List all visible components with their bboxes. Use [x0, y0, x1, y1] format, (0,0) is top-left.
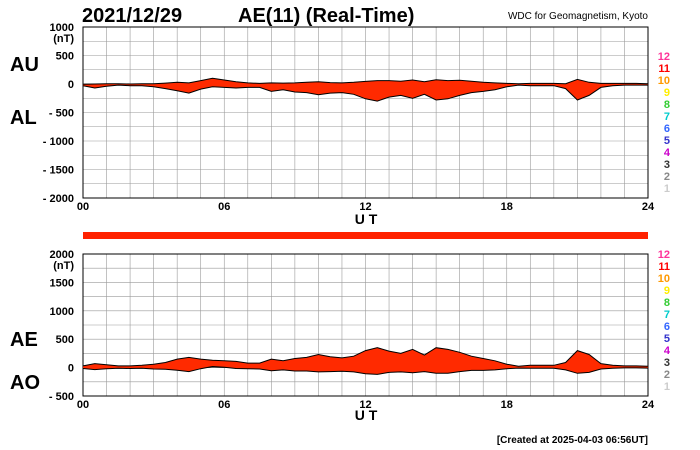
- y-tick-label: 0: [68, 363, 74, 375]
- au-al-fill-area: [83, 78, 648, 102]
- series-lines: [82, 77, 649, 102]
- y-tick-label: - 500: [49, 391, 74, 403]
- x-tick-labels: 00 06 12 18 24: [77, 201, 655, 213]
- station-count-7: 7: [664, 309, 670, 321]
- station-coverage-bar: [83, 232, 648, 239]
- plot-frame: [82, 26, 649, 199]
- y-tick-label: 500: [56, 51, 74, 63]
- x-tick-labels: 00 06 12 18 24: [77, 399, 655, 411]
- x-tick-label: 24: [642, 399, 655, 411]
- station-count-8: 8: [664, 99, 670, 111]
- station-count-5: 5: [664, 333, 670, 345]
- station-count-6: 6: [664, 123, 670, 135]
- station-count-2: 2: [664, 369, 670, 381]
- series-line-au: [82, 77, 649, 85]
- station-count-10: 10: [658, 75, 670, 87]
- y-tick-label: 500: [56, 334, 74, 346]
- x-tick-label: 24: [642, 201, 655, 213]
- series-line-ae: [82, 347, 649, 367]
- ao-label: AO: [10, 372, 40, 394]
- x-tick-label: 06: [218, 399, 230, 411]
- y-tick-labels: 2000 1500 1000 500 0 - 500: [49, 249, 74, 403]
- x-axis-label: U T: [355, 211, 378, 227]
- y-tick-label: 1000: [50, 306, 74, 318]
- station-count-7: 7: [664, 111, 670, 123]
- y-tick-label: 1500: [50, 277, 74, 289]
- x-tick-label: 00: [77, 399, 89, 411]
- created-timestamp: [Created at 2025-04-03 06:56UT]: [497, 435, 648, 446]
- grid: [82, 253, 649, 397]
- x-axis-label: U T: [355, 407, 378, 423]
- station-count-1: 1: [664, 183, 670, 195]
- station-count-6: 6: [664, 321, 670, 333]
- series-lines: [82, 347, 649, 375]
- x-tick-label: 00: [77, 201, 89, 213]
- series-line-ao: [82, 365, 649, 375]
- station-count-11: 11: [658, 63, 670, 75]
- station-count-4: 4: [664, 147, 671, 159]
- date-label: 2021/12/29: [82, 5, 182, 27]
- station-count-8: 8: [664, 297, 670, 309]
- station-count-4: 4: [664, 345, 671, 357]
- station-count-11: 11: [658, 261, 670, 273]
- unit-label: (nT): [53, 33, 74, 45]
- ae-ao-fill-area: [83, 347, 648, 375]
- x-tick-label: 18: [501, 399, 513, 411]
- range-fill: [83, 78, 648, 102]
- range-fill: [83, 347, 648, 375]
- station-count-1: 1: [664, 381, 670, 393]
- station-count-10: 10: [658, 273, 670, 285]
- station-count-9: 9: [664, 285, 670, 297]
- grid: [82, 26, 649, 199]
- y-tick-label: - 2000: [43, 193, 74, 205]
- y-tick-label: 0: [68, 79, 74, 91]
- station-count-3: 3: [664, 159, 670, 171]
- chart-title: AE(11) (Real-Time): [238, 5, 414, 27]
- station-count-12: 12: [658, 249, 670, 261]
- y-tick-label: 1000: [50, 22, 74, 34]
- source-label: WDC for Geomagnetism, Kyoto: [508, 11, 648, 22]
- y-tick-label: - 500: [49, 108, 74, 120]
- x-tick-label: 12: [359, 399, 371, 411]
- station-count-12: 12: [658, 51, 670, 63]
- series-line-al: [82, 84, 648, 102]
- y-tick-labels: 1000 500 0 - 500 - 1000 - 1500 - 2000: [43, 22, 74, 205]
- coverage-segment: [83, 232, 648, 239]
- plot-frame: [82, 253, 649, 397]
- y-tick-label: - 1000: [43, 136, 74, 148]
- x-tick-label: 18: [501, 201, 513, 213]
- station-count-2: 2: [664, 171, 670, 183]
- station-count-5: 5: [664, 135, 670, 147]
- y-tick-label: - 1500: [43, 165, 74, 177]
- x-tick-label: 06: [218, 201, 230, 213]
- y-tick-label: 2000: [50, 249, 74, 261]
- station-count-9: 9: [664, 87, 670, 99]
- x-tick-label: 12: [359, 201, 371, 213]
- ae-label: AE: [10, 329, 38, 351]
- station-count-3: 3: [664, 357, 670, 369]
- unit-label: (nT): [53, 260, 74, 272]
- al-label: AL: [10, 107, 37, 129]
- au-label: AU: [10, 54, 39, 76]
